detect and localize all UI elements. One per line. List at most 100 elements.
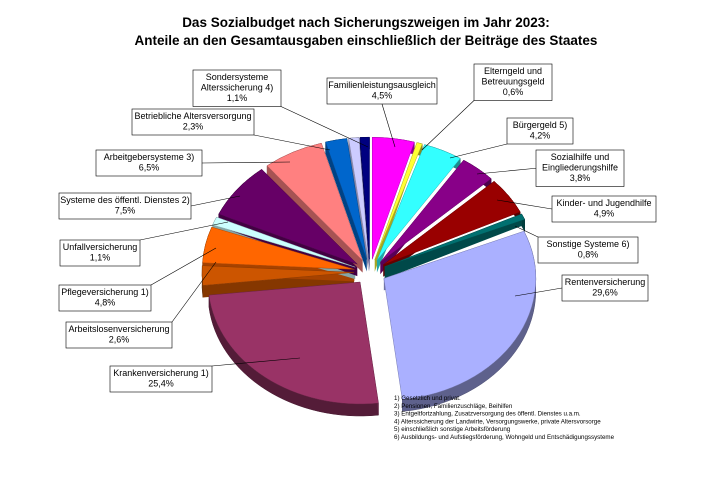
pie-slice-6: [383, 230, 537, 400]
leader-line-3: [476, 167, 537, 175]
slice-value-label: 0,6%: [503, 87, 524, 97]
label-box-10: [59, 239, 141, 267]
chart-title-line-1: Das Sozialbudget nach Sicherungszweigen …: [182, 15, 550, 30]
label-box-5: [537, 236, 639, 264]
leader-line-11: [190, 195, 241, 207]
label-box-14: [192, 69, 282, 107]
pie-slice-12: [266, 142, 363, 261]
label-box-3: [535, 149, 625, 187]
leader-line-2: [449, 143, 508, 159]
label-box-9: [58, 284, 152, 312]
pie-slices: [201, 136, 537, 417]
pie-slice-1: [374, 142, 423, 260]
leader-line-14: [280, 106, 369, 148]
slice-name-label: Betriebliche Altersversorgung: [134, 111, 251, 121]
slice-value-label: 1,1%: [90, 253, 111, 263]
label-11: Systeme des öffentl. Dienstes 2)7,5%: [58, 192, 241, 220]
slice-value-label: 4,5%: [372, 91, 393, 101]
slice-name-label: Eingliederungshilfe: [542, 163, 618, 173]
leader-line-4: [496, 199, 553, 210]
label-box-6: [561, 274, 649, 302]
label-box-4: [551, 195, 657, 223]
slice-labels: Familienleistungsausgleich4,5%Elterngeld…: [58, 63, 657, 393]
footnote-3: 3) Entgeltfortzahlung, Zusatzversorgung …: [394, 411, 581, 418]
slice-name-label: Betreuungsgeld: [481, 77, 544, 87]
footnotes: 1) Gesetzlich und privat.2) Pensionen, F…: [394, 395, 615, 441]
leader-line-0: [381, 103, 396, 148]
label-2: Bürgergeld 5)4,2%: [449, 117, 574, 159]
footnote-2: 2) Pensionen, Familienzuschläge, Beihilf…: [394, 403, 513, 410]
slice-value-label: 1,1%: [227, 93, 248, 103]
slice-name-label: Unfallversicherung: [63, 242, 138, 252]
slice-name-label: Sozialhilfe und: [551, 152, 610, 162]
pie-slice-wall-13: [325, 142, 367, 272]
slice-name-label: Sondersysteme: [206, 72, 269, 82]
label-box-0: [326, 77, 438, 105]
label-box-8: [65, 321, 173, 349]
slice-value-label: 7,5%: [115, 206, 136, 216]
footnote-1: 1) Gesetzlich und privat.: [394, 395, 461, 402]
slice-value-label: 2,6%: [109, 335, 130, 345]
leader-line-12: [201, 161, 291, 164]
pie-slice-3: [380, 159, 492, 263]
slice-name-label: Kinder- und Jugendhilfe: [556, 198, 651, 208]
label-box-11: [58, 192, 192, 220]
leader-line-6: [514, 287, 563, 297]
chart-title-line-2: Anteile an den Gesamtausgaben einschließ…: [135, 33, 598, 48]
pie-slice-4: [383, 180, 521, 266]
slice-name-label: Bürgergeld 5): [513, 120, 568, 130]
slice-name-label: Systeme des öffentl. Dienstes 2): [60, 195, 189, 205]
leader-line-1: [421, 100, 475, 151]
slice-value-label: 25,4%: [148, 379, 174, 389]
slice-name-label: Alterssicherung 4): [201, 83, 274, 93]
leader-line-8: [171, 261, 217, 323]
label-5: Sonstige Systeme 6)0,8%: [514, 225, 639, 264]
slice-name-label: Krankenversicherung 1): [113, 368, 209, 378]
slice-value-label: 29,6%: [592, 288, 618, 298]
slice-name-label: Sonstige Systeme 6): [546, 239, 629, 249]
footnote-4: 4) Alterssicherung der Landwirte, Versor…: [394, 418, 601, 425]
slice-value-label: 4,2%: [530, 131, 551, 141]
slice-name-label: Arbeitgebersysteme 3): [104, 152, 195, 162]
pie-slice-8: [201, 265, 355, 286]
label-box-12: [95, 149, 203, 177]
leader-line-7: [211, 357, 301, 367]
slice-name-label: Familienleistungsausgleich: [328, 80, 436, 90]
leader-line-9: [150, 247, 217, 286]
label-box-1: [473, 63, 553, 101]
footnote-5: 5) einschließlich sonstige Arbeitsförder…: [394, 426, 511, 433]
footnote-6: 6) Ausbildungs- und Aufstiegsförderung, …: [394, 434, 615, 441]
slice-value-label: 3,8%: [570, 173, 591, 183]
slice-value-label: 4,9%: [594, 209, 615, 219]
pie-slice-9: [202, 226, 355, 270]
pie-slice-7: [208, 281, 379, 405]
label-9: Pflegeversicherung 1)4,8%: [58, 247, 217, 312]
pie-slice-2: [376, 144, 461, 261]
slice-name-label: Arbeitslosenversicherung: [68, 324, 169, 334]
leader-line-13: [253, 134, 331, 151]
pie-slice-13: [325, 138, 368, 260]
slice-name-label: Rentenversicherung: [565, 277, 646, 287]
pie-slice-15: [359, 136, 370, 260]
label-box-7: [109, 365, 213, 393]
slice-name-label: Pflegeversicherung 1): [61, 287, 149, 297]
leader-line-5: [514, 225, 539, 238]
label-12: Arbeitgebersysteme 3)6,5%: [95, 149, 291, 177]
leader-line-10: [139, 221, 229, 241]
pie-slice-11: [218, 169, 358, 265]
label-7: Krankenversicherung 1)25,4%: [109, 357, 301, 393]
pie-slice-0: [371, 137, 415, 260]
label-box-2: [506, 117, 574, 145]
slice-value-label: 2,3%: [183, 122, 204, 132]
label-box-13: [131, 108, 255, 136]
